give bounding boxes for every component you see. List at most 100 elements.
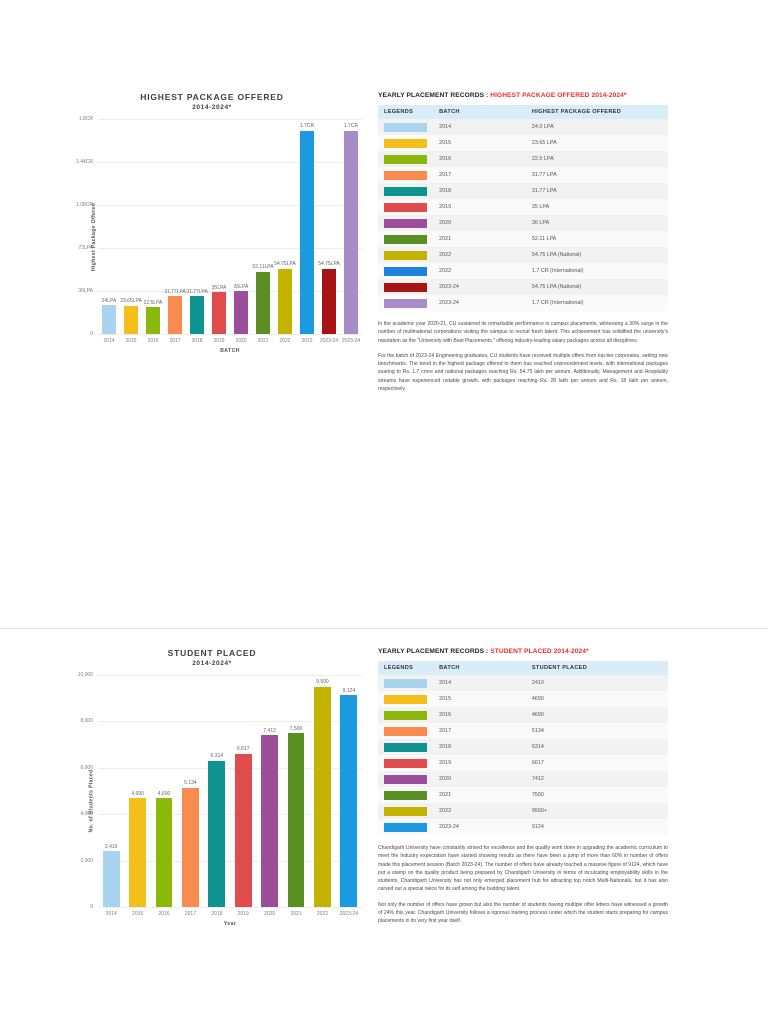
value-cell: 1.7 CR (International) bbox=[531, 300, 584, 306]
grid-line bbox=[98, 907, 362, 908]
bar-column: 24LPA bbox=[98, 119, 120, 334]
table-header-row: LEGENDS BATCH HIGHEST PACKAGE OFFERED bbox=[378, 105, 668, 119]
legend-cell bbox=[378, 247, 433, 263]
bar[interactable]: 22.5LPA bbox=[144, 300, 162, 334]
bar-column: 22.5LPA bbox=[142, 119, 164, 334]
legend-cell bbox=[378, 263, 433, 279]
bar[interactable]: 9,124 bbox=[340, 688, 358, 907]
batch-cell: 2020 bbox=[439, 220, 452, 226]
x-axis-ticks: 2014 2015 2016 2017 2018 2019 2020 2021 2022 2022… bbox=[98, 334, 362, 344]
y-axis-label: No. of Students Placed bbox=[88, 769, 95, 833]
bar[interactable]: 35LPA bbox=[212, 285, 226, 334]
legend-color-swatch bbox=[384, 218, 428, 228]
batch-cell: 2014 bbox=[439, 680, 452, 686]
legend-cell bbox=[378, 295, 433, 311]
legend-cell bbox=[378, 723, 433, 739]
description-text: Chandigarh University have constantly st… bbox=[378, 844, 668, 925]
bar[interactable]: 36LPA bbox=[234, 284, 248, 334]
bar[interactable]: 31.77LPA bbox=[186, 289, 208, 334]
column-header: BATCH bbox=[433, 105, 526, 119]
table-row: 2018 6314 bbox=[378, 739, 668, 755]
bar[interactable]: 54.75LPA bbox=[274, 261, 296, 334]
bar-value-label: 31.77LPA bbox=[164, 288, 186, 295]
highest-package-chart: HIGHEST PACKAGE OFFERED 2014-2024* Highe… bbox=[62, 92, 362, 354]
x-axis-tick: 2019 bbox=[213, 338, 225, 344]
page-1: HIGHEST PACKAGE OFFERED 2014-2024* Highe… bbox=[62, 92, 668, 393]
bar-column: 54.75LPA bbox=[318, 119, 340, 334]
table-row: 2016 4690 bbox=[378, 707, 668, 723]
bar[interactable]: 31.77LPA bbox=[164, 289, 186, 334]
value-cell: 52.11 LPA bbox=[531, 236, 557, 242]
table-heading: YEARLY PLACEMENT RECORDS : STUDENT PLACE… bbox=[378, 648, 668, 655]
bar[interactable]: 52.11LPA bbox=[252, 264, 274, 334]
x-axis-tick: 2022 bbox=[316, 911, 329, 917]
grid-line bbox=[98, 248, 362, 249]
legend-cell bbox=[378, 707, 433, 723]
bar[interactable]: 24LPA bbox=[102, 298, 116, 334]
y-axis-label: Highest Package Offered bbox=[91, 202, 98, 271]
bar[interactable]: 6,314 bbox=[208, 753, 226, 907]
bar-value-label: 9,500 bbox=[316, 679, 329, 686]
grid-line bbox=[98, 291, 362, 292]
batch-cell: 2021 bbox=[439, 792, 452, 798]
legend-color-swatch bbox=[384, 170, 428, 180]
column-header: LEGENDS bbox=[378, 661, 434, 675]
paragraph: Chandigarh University have constantly st… bbox=[378, 845, 668, 893]
bar[interactable]: 2,410 bbox=[102, 844, 120, 907]
legend-color-swatch bbox=[384, 742, 428, 752]
y-axis-tick: 0 bbox=[90, 331, 93, 337]
batch-cell: 2022 bbox=[439, 268, 452, 274]
bar[interactable]: 54.75LPA bbox=[318, 261, 340, 334]
batch-cell: 2022 bbox=[439, 808, 452, 814]
bar-value-label: 7,412 bbox=[263, 727, 276, 734]
bar[interactable]: 6,617 bbox=[234, 746, 252, 907]
bar-column: 7,412 bbox=[256, 675, 282, 907]
legend-color-swatch bbox=[384, 250, 428, 260]
bar[interactable]: 7,412 bbox=[261, 728, 279, 907]
bar-value-label: 4,690 bbox=[131, 790, 144, 797]
y-axis-tick: 36LPA bbox=[78, 288, 93, 294]
chart-subtitle: 2014-2024* bbox=[192, 104, 232, 111]
bar[interactable]: 4,690 bbox=[155, 791, 173, 907]
legend-color-swatch bbox=[384, 774, 428, 784]
bar[interactable]: 5,134 bbox=[181, 780, 199, 907]
bar-column: 1.7CR bbox=[296, 119, 318, 334]
batch-cell: 2020 bbox=[439, 776, 452, 782]
legend-cell bbox=[378, 691, 433, 707]
bar[interactable]: 9,500 bbox=[314, 679, 331, 907]
legend-cell bbox=[378, 151, 433, 167]
legend-color-swatch bbox=[384, 202, 428, 212]
bar-value-label: 23.65LPA bbox=[120, 298, 142, 305]
description-text: In the academic year 2020-21, CU sustain… bbox=[378, 320, 668, 393]
bar-value-label: 35LPA bbox=[211, 284, 227, 291]
y-axis-tick: 72LPA bbox=[78, 245, 93, 251]
bar-column: 4,690 bbox=[124, 675, 150, 907]
paragraph: For the batch of 2023-24 Engineering gra… bbox=[378, 352, 668, 392]
batch-cell: 2014 bbox=[439, 124, 452, 130]
bar[interactable]: 1.7CR bbox=[344, 123, 358, 334]
batch-cell: 2023-24 bbox=[439, 284, 459, 290]
plot-canvas: 0 2,000 4,000 6,000 8,000 10,000 2,410 4,690 4,6… bbox=[78, 672, 362, 910]
bar-value-label: 6,314 bbox=[210, 753, 224, 760]
y-axis-tick: 2,000 bbox=[80, 857, 93, 864]
grid-line bbox=[98, 860, 362, 862]
x-axis-tick: 2020 bbox=[235, 338, 247, 344]
bar[interactable]: 1.7CR bbox=[300, 123, 314, 334]
grid-line bbox=[98, 162, 362, 163]
bar[interactable]: 23.65LPA bbox=[120, 298, 142, 334]
x-axis-tick: 2016 bbox=[147, 338, 159, 344]
legend-color-swatch bbox=[384, 298, 428, 308]
legend-color-swatch bbox=[384, 122, 428, 132]
bar-value-label: 5,134 bbox=[184, 780, 197, 787]
batch-cell: 2017 bbox=[439, 172, 452, 178]
value-cell: 22.5 LPA bbox=[531, 156, 554, 162]
batch-cell: 2019 bbox=[439, 204, 452, 210]
table-row: 2014 24.0 LPA bbox=[378, 119, 668, 135]
batch-cell: 2023-24 bbox=[439, 824, 459, 830]
bar[interactable]: 4,690 bbox=[129, 791, 147, 907]
y-axis-tick: 6,000 bbox=[80, 764, 93, 771]
table-row: 2023-24 54.75 LPA (National) bbox=[378, 279, 668, 295]
table-row: 2019 6617 bbox=[378, 755, 668, 771]
bar[interactable]: 7,500 bbox=[287, 726, 305, 907]
legend-cell bbox=[378, 819, 433, 835]
